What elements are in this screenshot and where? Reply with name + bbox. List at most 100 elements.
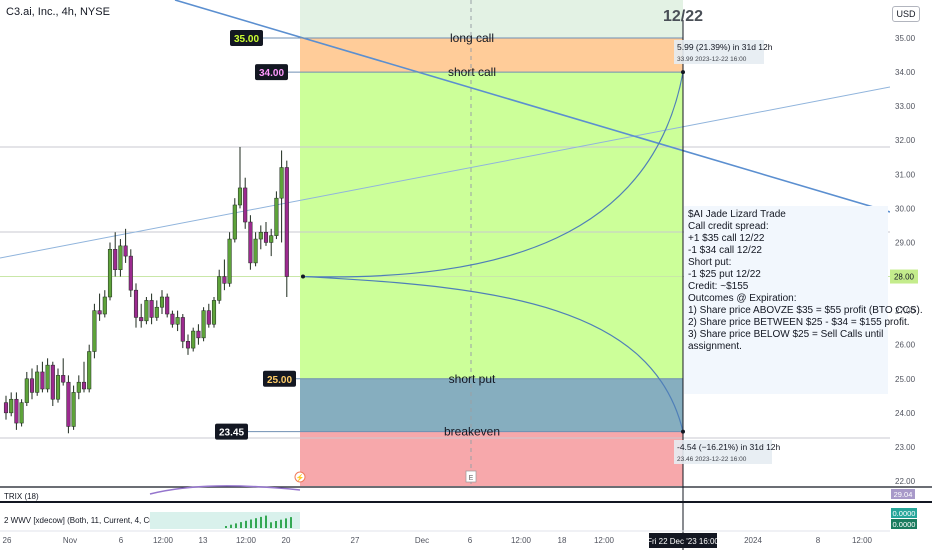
candle-body (180, 317, 185, 342)
candle-body (217, 276, 222, 301)
wwv-bar (290, 517, 292, 528)
x-tick-label: 6 (468, 536, 473, 545)
candle-body (45, 364, 50, 390)
candle-body (123, 245, 128, 257)
current-price-label: 28.00 (894, 273, 915, 282)
upper-target-sub: 33.99 2023-12-22 16:00 (677, 56, 747, 63)
projection-origin (301, 274, 305, 279)
candle-body (165, 296, 170, 315)
level-label: short call (448, 65, 496, 79)
x-tick-label: 8 (816, 536, 821, 545)
candle-body (24, 378, 29, 403)
x-tick-label: 12:00 (236, 536, 257, 545)
y-tick-label: 30.00 (895, 204, 916, 213)
lower-target-box (674, 440, 772, 464)
candle-body (29, 378, 35, 393)
level-label: short put (449, 372, 496, 386)
y-tick-label: 29.00 (895, 238, 916, 247)
wwv-bar (265, 515, 267, 528)
candle-body (263, 231, 269, 243)
crosshair-date-label: Fri 22 Dec '23 16:00 (647, 537, 719, 546)
x-tick-label: 27 (351, 536, 360, 545)
currency-button[interactable]: USD (892, 6, 920, 22)
x-tick-label: 12:00 (153, 536, 174, 545)
level-label: breakeven (444, 425, 500, 439)
trend-line-up (0, 86, 891, 259)
candle-body (274, 197, 279, 236)
wwv-bar (235, 523, 237, 528)
y-tick-label: 31.00 (895, 170, 916, 179)
candle-body (14, 398, 19, 424)
zone-short-put (300, 378, 683, 432)
candle-body (269, 235, 274, 243)
y-tick-label: 23.00 (895, 443, 916, 452)
upper-projection-curve (302, 71, 684, 278)
candle-body (113, 249, 118, 270)
wwv-label: 2 WWV [xdecow] (Both, 11, Current, 4, Cu… (4, 516, 173, 525)
candle-body (50, 364, 55, 400)
wwv-bar (275, 521, 277, 528)
candle-body (139, 317, 144, 322)
current-price-box (890, 269, 918, 284)
candle-body (253, 238, 258, 264)
trade-note[interactable]: $AI Jade Lizard Trade Call credit spread… (684, 206, 923, 394)
candle-body (232, 204, 237, 240)
trix-value: 29.04 (894, 490, 913, 499)
candle-body (133, 289, 139, 318)
candle-body (196, 330, 201, 339)
wwv-value-2: 0.0000 (893, 520, 916, 529)
y-tick-label: 24.00 (895, 409, 916, 418)
wwv-area (150, 512, 300, 529)
candle-body (76, 381, 81, 393)
wwv-bar (225, 526, 227, 528)
note-title: $AI Jade Lizard Trade (688, 209, 786, 220)
zone-loss (300, 431, 683, 486)
candle-body (3, 402, 9, 414)
candle-body (81, 381, 87, 390)
note-line: assignment. (688, 341, 742, 352)
x-tick-label: 12:00 (511, 536, 532, 545)
candle-body (66, 381, 71, 427)
candle-body (61, 375, 66, 383)
price-tag-box (255, 64, 288, 81)
x-tick-label: 26 (3, 536, 12, 545)
zone-long-call (300, 38, 683, 73)
lower-target-sub: 23.46 2023-12-22 16:00 (677, 456, 747, 463)
x-tick-label: 20 (282, 536, 291, 545)
note-line: 1) Share price ABOVZE $35 = $55 profit (… (688, 305, 923, 316)
lower-projection-curve (302, 275, 684, 432)
x-tick-label: 13 (199, 536, 208, 545)
symbol-title: C3.ai, Inc., 4h, NYSE (6, 6, 110, 18)
candle-body (35, 371, 40, 393)
wwv-bar (255, 518, 257, 528)
trix-label: TRIX (18) (4, 492, 39, 501)
price-tag-label: 34.00 (259, 68, 284, 79)
candle-body (19, 402, 24, 424)
note-line: -1 $34 call 12/22 (688, 245, 762, 256)
note-line: Call credit spread: (688, 221, 769, 232)
y-tick-label: 22.00 (895, 477, 916, 486)
candle-body (237, 187, 243, 206)
candle-body (211, 300, 217, 325)
upper-target-text: 5.99 (21.39%) in 31d 12h (677, 42, 773, 52)
x-tick-label: 12:00 (594, 536, 615, 545)
wwv-bar (230, 524, 232, 528)
x-tick-label: Dec (415, 536, 429, 545)
note-line: 3) Share price BELOW $25 = Sell Calls un… (688, 329, 884, 340)
date-marker-label: 12/22 (663, 8, 703, 25)
wwv-value-1: 0.0000 (893, 509, 916, 518)
wwv-bar (270, 522, 272, 528)
candle-body (128, 255, 133, 291)
wwv-bar (240, 522, 242, 528)
earnings-icon (465, 470, 477, 483)
lower-target-text: -4.54 (−16.21%) in 31d 12h (677, 442, 781, 452)
note-line: 2) Share price BETWEEN $25 - $34 = $155 … (688, 317, 910, 328)
y-tick-label: 32.00 (895, 136, 916, 145)
candle-body (159, 296, 165, 308)
candle-body (284, 167, 289, 277)
candle-body (206, 310, 211, 325)
candle-body (118, 245, 123, 270)
price-tag-box (215, 423, 248, 440)
candle-body (9, 398, 14, 414)
